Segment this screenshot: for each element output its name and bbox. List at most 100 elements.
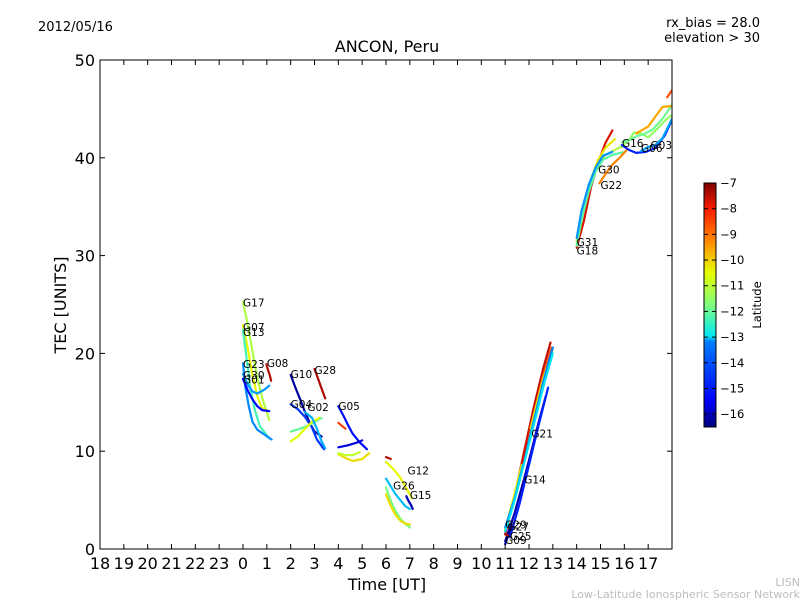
x-tick-label: 11 (495, 554, 515, 573)
series-line-g18b (575, 150, 614, 240)
x-tick-label: 22 (185, 554, 205, 573)
satellite-label: G30 (243, 370, 265, 382)
series-line-g03 (639, 117, 672, 153)
satellite-label: G16 (622, 138, 644, 150)
series-line-g26 (384, 477, 411, 510)
satellite-label: G01 (243, 375, 265, 387)
satellite-label: G18 (577, 246, 599, 258)
x-tick-label: 9 (452, 554, 462, 573)
series-line-g21e (504, 352, 554, 533)
series-line-g26c (384, 493, 411, 526)
rx-bias-label: rx_bias = 28.0 (666, 16, 760, 31)
y-tick-label: 40 (75, 149, 95, 168)
y-tick-label: 50 (75, 51, 95, 70)
series-line-g07 (241, 323, 268, 412)
series-line-g15 (405, 495, 414, 510)
x-tick-label: 16 (614, 554, 634, 573)
x-tick-label: 4 (333, 554, 343, 573)
satellite-label: G07 (243, 322, 265, 334)
x-tick-label: 2 (286, 554, 296, 573)
series-line-g05c (337, 439, 364, 449)
x-tick-label: 19 (114, 554, 134, 573)
series-line-g02b (303, 411, 327, 450)
satellite-label: G28 (315, 365, 337, 377)
satellite-label: G22 (601, 180, 623, 192)
satellite-label: G12 (407, 466, 429, 478)
satellite-label: G05 (338, 401, 360, 413)
satellite-label: G02 (307, 402, 329, 414)
satellite-label: G30 (598, 164, 620, 176)
series-line-g30 (241, 372, 271, 395)
colorbar-tick-label: −7 (720, 176, 737, 190)
date-label: 2012/05/16 (38, 20, 113, 35)
elevation-label: elevation > 30 (664, 31, 760, 46)
satellite-label: G27 (508, 521, 530, 533)
ticks-layer: 18 19 20 21 22 23 0 1 2 3 4 5 6 7 8 9 10 11 12 13 14 15 16 1701… (75, 51, 672, 573)
satellite-label: G29 (505, 519, 526, 531)
series-line-g05b (337, 421, 347, 430)
x-tick-label: 15 (590, 554, 610, 573)
colorbar-tick-label: −13 (720, 330, 744, 344)
colorbar-tick-label: −15 (720, 381, 744, 395)
series-line-g17 (241, 300, 271, 421)
x-tick-label: 6 (381, 554, 391, 573)
series-line-g03b (635, 104, 672, 135)
satellite-label: G14 (524, 474, 546, 486)
colorbar-tick-label: −8 (720, 202, 737, 216)
y-tick-label: 20 (75, 344, 95, 363)
colorbar-title: Latitude (750, 281, 764, 328)
x-tick-label: 0 (238, 554, 248, 573)
x-axis-title: Time [UT] (347, 575, 426, 594)
x-tick-label: 23 (209, 554, 229, 573)
satellite-label: G26 (393, 480, 415, 492)
colorbar-tick-label: −9 (720, 227, 737, 241)
satellite-label: G03 (651, 140, 673, 152)
x-tick-label: 12 (519, 554, 539, 573)
y-axis-title: TEC [UNITS] (51, 257, 70, 355)
footer-lisn: LISN (775, 576, 800, 589)
x-tick-label: 5 (357, 554, 367, 573)
series-line-g03c (666, 89, 672, 99)
series-line-g29 (504, 533, 509, 537)
x-tick-label: 3 (309, 554, 319, 573)
satellite-label: G23 (243, 359, 265, 371)
series-line-g08 (265, 363, 273, 382)
series-line-g12 (384, 460, 414, 500)
plot-frame (99, 59, 673, 550)
y-tick-label: 30 (75, 247, 95, 266)
x-tick-label: 20 (137, 554, 157, 573)
y-tick-label: 10 (75, 442, 95, 461)
colorbar-tick-label: −12 (720, 304, 744, 318)
x-tick-label: 8 (429, 554, 439, 573)
colorbar (703, 182, 717, 428)
colorbar-tick-label: −14 (720, 356, 744, 370)
colorbar-tick-label: −11 (720, 279, 744, 293)
series-layer (241, 89, 672, 546)
series-line-g21f (520, 428, 531, 464)
x-tick-label: 18 (90, 554, 110, 573)
series-line-g05e (337, 451, 361, 457)
satellite-label: G10 (291, 369, 313, 381)
satellite-label: G25 (510, 531, 532, 543)
x-tick-label: 14 (566, 554, 586, 573)
y-tick-label: 0 (85, 540, 95, 559)
series-line-g18 (575, 150, 626, 247)
satellite-label: G13 (243, 327, 265, 339)
satellite-label: G31 (577, 237, 599, 249)
x-tick-label: 10 (471, 554, 491, 573)
satellite-label: G15 (410, 490, 432, 502)
colorbar-ticks: −7 −8 −9 −10 −11 −12 −13 −14 −15 −16 (704, 176, 744, 421)
footer-network: Low-Latitude Ionospheric Sensor Network (571, 588, 800, 600)
chart-title: ANCON, Peru (335, 37, 439, 56)
x-tick-label: 13 (543, 554, 563, 573)
satellite-label: G21 (531, 429, 553, 441)
satellite-label: G04 (291, 399, 313, 411)
x-tick-label: 17 (638, 554, 658, 573)
series-line-g05d (337, 452, 371, 463)
plot-area (100, 60, 672, 549)
satellite-label: G09 (505, 535, 526, 547)
series-line-g09 (504, 525, 514, 546)
series-line-g02 (289, 416, 321, 443)
series-line-g28 (313, 367, 327, 400)
